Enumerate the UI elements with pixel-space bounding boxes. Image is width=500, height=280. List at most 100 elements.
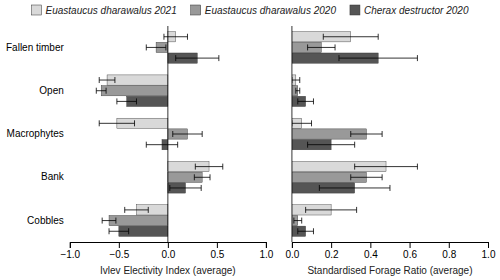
- x-tick-mark: [370, 242, 371, 248]
- error-cap: [354, 142, 355, 148]
- x-tick: 0.0: [285, 242, 299, 260]
- error-cap: [382, 131, 383, 137]
- x-tick-label: 0.5: [210, 249, 224, 260]
- x-tick: −0.5: [109, 242, 129, 260]
- x-axis-line: [70, 243, 266, 249]
- error-cap: [175, 55, 176, 61]
- legend-item: Euastaucus dharawalus 2021: [32, 5, 177, 16]
- error-cap: [202, 131, 203, 137]
- error-bar: [99, 123, 134, 124]
- error-cap: [297, 98, 298, 104]
- x-tick-label: −1.0: [60, 249, 80, 260]
- error-cap: [146, 142, 147, 148]
- x-tick: 0.4: [364, 242, 378, 260]
- error-cap: [109, 228, 110, 234]
- x-tick-label: −0.5: [109, 249, 129, 260]
- y-tick: Fallen timber: [6, 42, 64, 53]
- error-bar: [323, 36, 378, 37]
- error-cap: [297, 228, 298, 234]
- x-tick-mark: [410, 242, 411, 248]
- x-tick-mark: [292, 242, 293, 248]
- error-cap: [350, 131, 351, 137]
- x-tick-label: 0.0: [161, 249, 175, 260]
- error-cap: [177, 142, 178, 148]
- legend: Euastaucus dharawalus 2021 Euastaucus dha…: [32, 5, 469, 16]
- error-cap: [295, 88, 296, 94]
- error-cap: [338, 55, 339, 61]
- x-tick-mark: [449, 242, 450, 248]
- error-bar: [170, 187, 201, 188]
- x-tick: 0.0: [161, 242, 175, 260]
- panel: 0.0 0.2 0.4 0.6 0.8 1.0 Standardised Forage Ra…: [285, 26, 495, 276]
- error-bar: [319, 187, 390, 188]
- error-cap: [378, 34, 379, 40]
- error-bar: [99, 80, 115, 81]
- error-cap: [218, 55, 219, 61]
- error-bar: [351, 134, 382, 135]
- error-bar: [308, 144, 355, 145]
- x-tick-mark: [217, 242, 218, 248]
- error-cap: [124, 207, 125, 213]
- error-cap: [99, 77, 100, 83]
- error-cap: [163, 34, 164, 40]
- error-cap: [172, 131, 173, 137]
- error-bar: [102, 220, 116, 221]
- x-tick-label: 0.4: [364, 249, 378, 260]
- x-axis-title: Standardised Forage Ratio (average): [307, 265, 472, 276]
- error-bar: [296, 90, 300, 91]
- x-tick-label: 0.6: [403, 249, 417, 260]
- panel: −1.0−0.50.00.51.0Fallen timberOpenMacrop…: [6, 26, 274, 276]
- error-cap: [335, 44, 336, 50]
- error-bar: [339, 58, 417, 59]
- legend-label: Cherax destructor 2020: [364, 5, 469, 16]
- y-tick: Cobbles: [27, 215, 64, 226]
- error-bar: [146, 144, 177, 145]
- error-cap: [313, 228, 314, 234]
- error-cap: [293, 218, 294, 224]
- legend-item: Euastaucus dharawalus 2020: [191, 5, 337, 16]
- error-cap: [106, 88, 107, 94]
- y-tick: Bank: [41, 171, 65, 182]
- error-cap: [134, 120, 135, 126]
- x-tick-mark: [331, 242, 332, 248]
- error-cap: [354, 164, 355, 170]
- x-tick: 1.0: [482, 242, 496, 260]
- error-bar: [109, 231, 129, 232]
- error-cap: [99, 120, 100, 126]
- chart-container: Euastaucus dharawalus 2021 Euastaucus dha…: [0, 0, 500, 280]
- error-bar: [351, 177, 382, 178]
- x-tick: 0.5: [210, 242, 224, 260]
- error-cap: [116, 98, 117, 104]
- legend-swatch: [191, 5, 201, 15]
- marks: [96, 32, 222, 237]
- legend-swatch: [350, 5, 360, 15]
- error-cap: [307, 142, 308, 148]
- error-cap: [187, 34, 188, 40]
- y-tick-label: Open: [39, 85, 63, 96]
- error-cap: [313, 98, 314, 104]
- error-cap: [169, 185, 170, 191]
- x-tick-label: 0.2: [325, 249, 339, 260]
- chart-svg: Euastaucus dharawalus 2021 Euastaucus dha…: [0, 0, 500, 280]
- error-bar: [294, 220, 302, 221]
- x-tick: 0.8: [442, 242, 456, 260]
- x-tick-mark: [70, 242, 71, 248]
- series: [292, 32, 418, 215]
- x-tick-label: 0.0: [285, 249, 299, 260]
- y-tick-label: Macrophytes: [7, 128, 64, 139]
- error-bar: [292, 123, 312, 124]
- legend-swatch: [32, 5, 42, 15]
- error-cap: [307, 44, 308, 50]
- x-tick-label: 0.8: [442, 249, 456, 260]
- error-cap: [299, 77, 300, 83]
- marks: [292, 32, 418, 237]
- legend-label: Euastaucus dharawalus 2021: [46, 5, 177, 16]
- bar: [109, 215, 168, 225]
- y-tick-label: Bank: [41, 171, 65, 182]
- error-cap: [301, 218, 302, 224]
- error-bar: [125, 209, 149, 210]
- x-axis: −1.0−0.50.00.51.0: [60, 242, 273, 260]
- error-cap: [417, 55, 418, 61]
- x-tick-mark: [119, 242, 120, 248]
- y-tick-label: Fallen timber: [6, 42, 64, 53]
